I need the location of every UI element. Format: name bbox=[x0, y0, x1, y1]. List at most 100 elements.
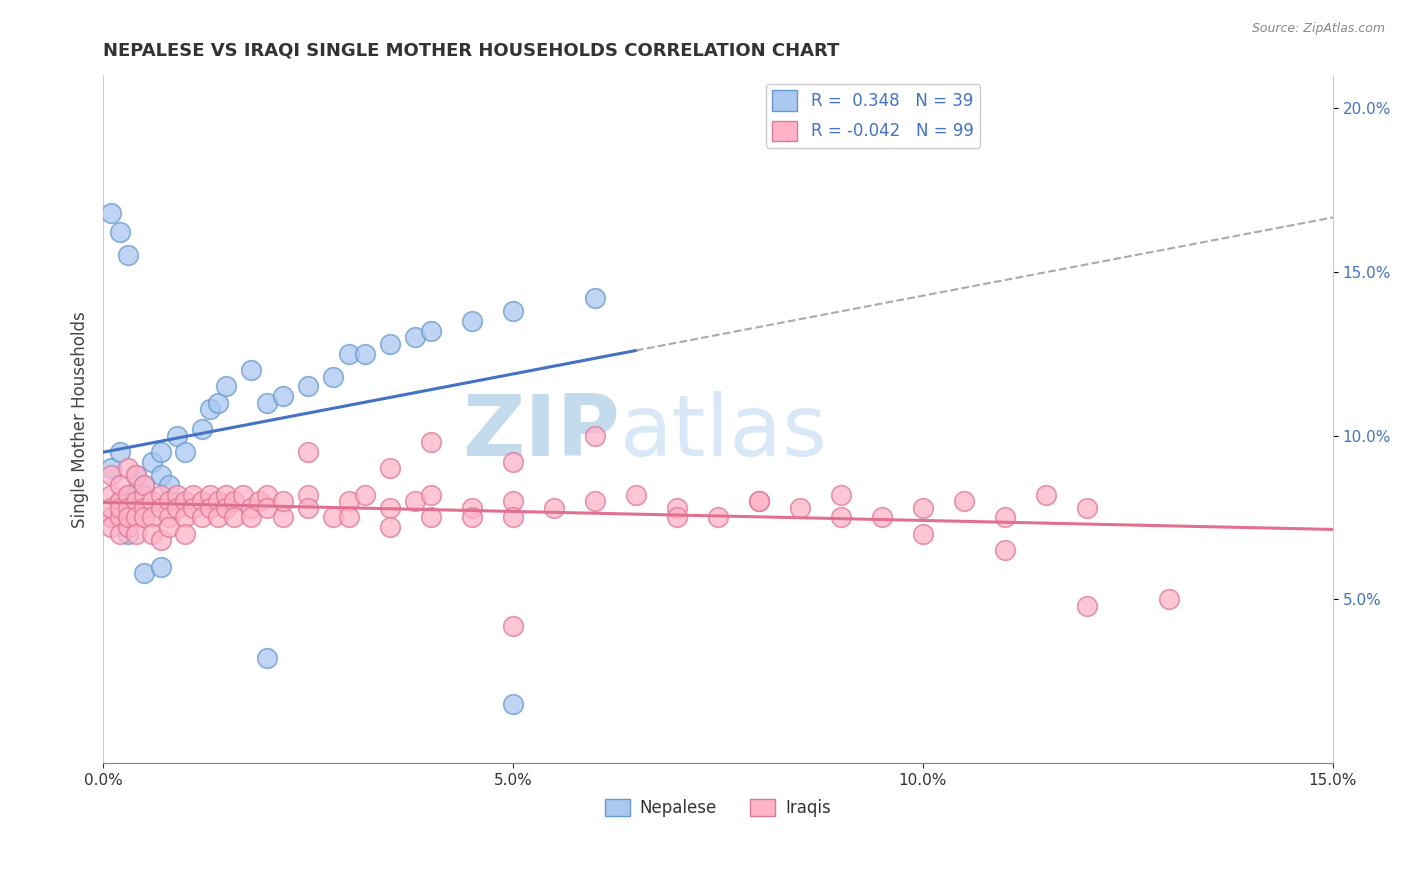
Point bbox=[100, 520, 122, 534]
Point bbox=[141, 526, 163, 541]
Point bbox=[100, 510, 122, 524]
Point bbox=[420, 510, 443, 524]
Point bbox=[108, 510, 131, 524]
Point bbox=[239, 363, 262, 377]
Point bbox=[1076, 599, 1098, 613]
Text: NEPALESE VS IRAQI SINGLE MOTHER HOUSEHOLDS CORRELATION CHART: NEPALESE VS IRAQI SINGLE MOTHER HOUSEHOL… bbox=[103, 42, 839, 60]
Point bbox=[624, 487, 647, 501]
Point bbox=[224, 510, 246, 524]
Point bbox=[215, 379, 238, 393]
Point bbox=[125, 467, 148, 482]
Point bbox=[583, 494, 606, 508]
Point bbox=[125, 494, 148, 508]
Point bbox=[166, 500, 188, 515]
Point bbox=[502, 618, 524, 632]
Point bbox=[322, 369, 344, 384]
Point bbox=[420, 324, 443, 338]
Point bbox=[789, 500, 811, 515]
Point bbox=[666, 510, 689, 524]
Point bbox=[117, 500, 139, 515]
Point bbox=[870, 510, 893, 524]
Point bbox=[378, 500, 401, 515]
Point bbox=[134, 566, 156, 581]
Point bbox=[256, 487, 278, 501]
Point bbox=[174, 445, 197, 459]
Point bbox=[100, 206, 122, 220]
Point bbox=[181, 487, 204, 501]
Point bbox=[117, 461, 139, 475]
Point bbox=[256, 396, 278, 410]
Point bbox=[830, 487, 852, 501]
Point bbox=[707, 510, 730, 524]
Legend: Nepalese, Iraqis: Nepalese, Iraqis bbox=[598, 792, 838, 823]
Point bbox=[666, 500, 689, 515]
Point bbox=[239, 510, 262, 524]
Point bbox=[911, 500, 934, 515]
Point bbox=[157, 494, 180, 508]
Point bbox=[953, 494, 976, 508]
Point bbox=[108, 226, 131, 240]
Point bbox=[256, 500, 278, 515]
Point bbox=[273, 494, 295, 508]
Point bbox=[141, 455, 163, 469]
Point bbox=[157, 510, 180, 524]
Point bbox=[420, 435, 443, 450]
Point bbox=[461, 510, 484, 524]
Point bbox=[108, 445, 131, 459]
Point bbox=[461, 500, 484, 515]
Point bbox=[174, 510, 197, 524]
Point bbox=[378, 520, 401, 534]
Point bbox=[149, 500, 172, 515]
Text: Source: ZipAtlas.com: Source: ZipAtlas.com bbox=[1251, 22, 1385, 36]
Point bbox=[149, 445, 172, 459]
Point bbox=[337, 494, 360, 508]
Point bbox=[190, 494, 212, 508]
Point bbox=[224, 494, 246, 508]
Point bbox=[502, 304, 524, 318]
Point bbox=[198, 500, 221, 515]
Point bbox=[273, 510, 295, 524]
Point bbox=[748, 494, 770, 508]
Point bbox=[543, 500, 565, 515]
Point bbox=[273, 389, 295, 403]
Point bbox=[117, 520, 139, 534]
Point bbox=[141, 494, 163, 508]
Point bbox=[256, 651, 278, 665]
Point bbox=[117, 487, 139, 501]
Point bbox=[297, 379, 319, 393]
Point bbox=[297, 445, 319, 459]
Point bbox=[337, 346, 360, 360]
Point bbox=[149, 487, 172, 501]
Point bbox=[166, 428, 188, 442]
Point bbox=[583, 428, 606, 442]
Point bbox=[134, 477, 156, 491]
Point bbox=[100, 487, 122, 501]
Point bbox=[207, 396, 229, 410]
Point bbox=[215, 500, 238, 515]
Point bbox=[157, 520, 180, 534]
Point bbox=[502, 697, 524, 711]
Point bbox=[149, 467, 172, 482]
Point bbox=[190, 422, 212, 436]
Point bbox=[994, 543, 1017, 558]
Point bbox=[174, 526, 197, 541]
Point bbox=[354, 487, 377, 501]
Point bbox=[994, 510, 1017, 524]
Point bbox=[141, 510, 163, 524]
Point bbox=[297, 500, 319, 515]
Point bbox=[231, 487, 253, 501]
Point bbox=[149, 559, 172, 574]
Point bbox=[134, 510, 156, 524]
Point bbox=[157, 477, 180, 491]
Point bbox=[198, 402, 221, 417]
Point bbox=[108, 494, 131, 508]
Y-axis label: Single Mother Households: Single Mother Households bbox=[72, 310, 89, 527]
Text: ZIP: ZIP bbox=[463, 392, 620, 475]
Point bbox=[134, 500, 156, 515]
Point bbox=[404, 494, 426, 508]
Point bbox=[502, 494, 524, 508]
Point bbox=[100, 500, 122, 515]
Point bbox=[134, 487, 156, 501]
Point bbox=[322, 510, 344, 524]
Point bbox=[134, 500, 156, 515]
